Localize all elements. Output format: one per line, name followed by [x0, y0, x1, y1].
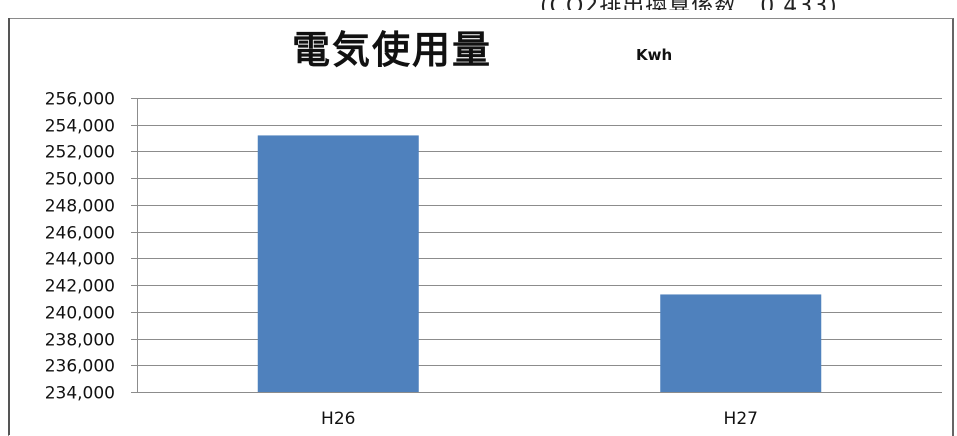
y-tick-label: 246,000: [45, 224, 115, 244]
y-tick-label: 250,000: [45, 170, 115, 190]
x-category-label: H27: [724, 409, 758, 429]
y-tick-label: 254,000: [45, 117, 115, 137]
y-tick-label: 256,000: [45, 90, 115, 110]
y-tick-label: 252,000: [45, 143, 115, 163]
y-tick-label: 240,000: [45, 304, 115, 324]
y-tick-label: 238,000: [45, 331, 115, 351]
unit-label: Kwh: [636, 46, 673, 64]
axis-labels: 234,000 236,000 238,000 240,000 242,000 244,0…: [45, 90, 758, 430]
y-tick-label: 244,000: [45, 250, 115, 270]
bar-h27: [660, 294, 822, 392]
header-note: (CO2排出換算係数 0.433): [540, 0, 957, 10]
x-category-label: H26: [321, 409, 355, 429]
axes: [131, 98, 942, 393]
chart-title: 電気使用量: [292, 28, 493, 72]
chart-frame-left-edge: [8, 18, 10, 435]
y-tick-label: 242,000: [45, 277, 115, 297]
bar-h26: [257, 135, 419, 392]
y-tick-label: 236,000: [45, 357, 115, 377]
y-tick-label: 234,000: [45, 384, 115, 404]
y-tick-label: 248,000: [45, 197, 115, 217]
bars: [257, 135, 822, 392]
